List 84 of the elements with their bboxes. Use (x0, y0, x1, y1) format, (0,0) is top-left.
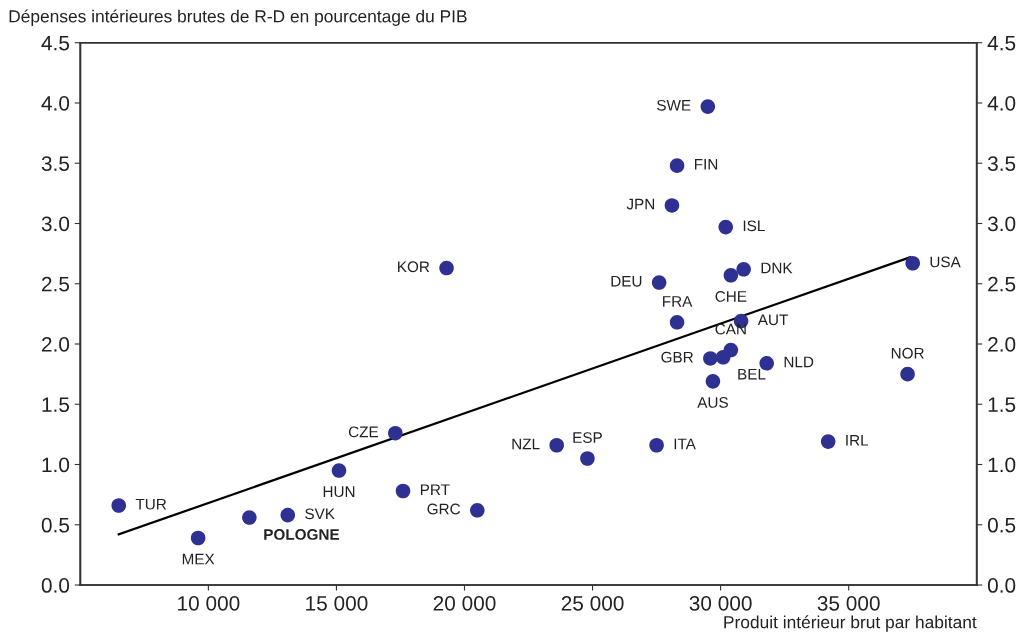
point (723, 268, 739, 283)
point (470, 503, 485, 518)
y2-tick-label: 4.0 (987, 95, 1016, 111)
y2-tick-label: 4.5 (987, 35, 1016, 51)
annotation: DEU (611, 275, 642, 287)
y2-tick-label: 1.0 (988, 457, 1016, 473)
y2-tick-label: 0.0 (987, 578, 1016, 593)
point (900, 366, 915, 382)
point (669, 315, 685, 330)
annotation: SWE (657, 99, 691, 111)
y-tick-label: 3.5 (41, 156, 70, 171)
x-tick-label: 15 000 (306, 595, 368, 611)
point (190, 530, 206, 546)
annotation: CHE (715, 290, 747, 302)
annotation: KOR (398, 261, 430, 273)
point (395, 483, 411, 499)
point (580, 451, 595, 466)
point (664, 198, 680, 213)
y2-tick-label: 2.5 (988, 276, 1016, 292)
annotation: USA (930, 256, 961, 268)
y-tick-label: 0.0 (41, 578, 70, 593)
point (649, 437, 664, 453)
point (280, 507, 296, 523)
annotation: ISL (743, 220, 765, 232)
annotation: NOR (891, 347, 924, 359)
point (703, 351, 718, 366)
point (439, 260, 454, 276)
annotation: JPN (626, 198, 655, 210)
annotation: GRC (427, 503, 461, 515)
y-tick-label: 0.5 (41, 517, 70, 533)
annotation: FIN (694, 159, 718, 170)
point (736, 262, 751, 277)
annotation: BEL (738, 368, 766, 380)
point (651, 275, 667, 290)
point (718, 219, 734, 235)
y2-tick-label: 2.0 (988, 337, 1016, 352)
y-tick-label: 2.5 (42, 276, 70, 292)
point (905, 255, 920, 271)
annotation: GBR (661, 351, 693, 363)
annotation: SVK (305, 508, 335, 520)
x-axis-title: Produit intérieur brut par habitant (724, 615, 977, 632)
point (388, 425, 403, 441)
annotation: ESP (573, 432, 602, 443)
y-axis-title: Dépenses intérieures brutes de R-D en pourcentage du PIB (9, 9, 467, 26)
y2-tick-label: 1.5 (988, 397, 1016, 413)
point (242, 510, 257, 525)
annotation: DNK (761, 262, 793, 274)
point (715, 349, 731, 365)
point (820, 434, 836, 449)
y-tick-label: 4.0 (41, 95, 70, 111)
annotation: MEX (182, 553, 215, 565)
annotation: CZE (348, 426, 379, 438)
point (111, 498, 127, 513)
point (759, 356, 774, 371)
annotation: FRA (663, 296, 693, 307)
annotation: PRT (420, 484, 450, 495)
y-tick-label: 2.0 (42, 337, 70, 352)
annotation: HUN (323, 486, 355, 498)
annotation: POLOGNE (264, 529, 340, 540)
annotation: ITA (674, 438, 696, 450)
y-tick-label: 4.5 (41, 35, 70, 51)
y2-tick-label: 0.5 (987, 517, 1016, 533)
point (331, 463, 347, 478)
x-tick-label: 20 000 (433, 595, 496, 611)
x-tick-label: 30 000 (689, 595, 752, 611)
x-tick-label: 10 000 (178, 595, 240, 611)
x-tick-label: 35 000 (817, 595, 880, 611)
annotation: NLD (784, 356, 814, 368)
annotation: IRL (846, 435, 869, 446)
y-tick-label: 3.0 (41, 216, 70, 232)
annotation: AUS (697, 397, 728, 408)
point (700, 99, 716, 114)
annotation: AUT (757, 314, 788, 326)
y-tick-label: 1.0 (42, 457, 70, 473)
point (549, 437, 564, 453)
y2-tick-label: 3.5 (987, 156, 1016, 171)
point (669, 158, 685, 173)
annotation: TUR (135, 498, 167, 510)
annotation: NZL (512, 438, 540, 450)
y-tick-label: 1.5 (42, 397, 70, 413)
annotation: CAN (715, 323, 746, 335)
x-tick-label: 25 000 (561, 595, 624, 611)
y2-tick-label: 3.0 (987, 216, 1016, 232)
point (705, 374, 721, 389)
